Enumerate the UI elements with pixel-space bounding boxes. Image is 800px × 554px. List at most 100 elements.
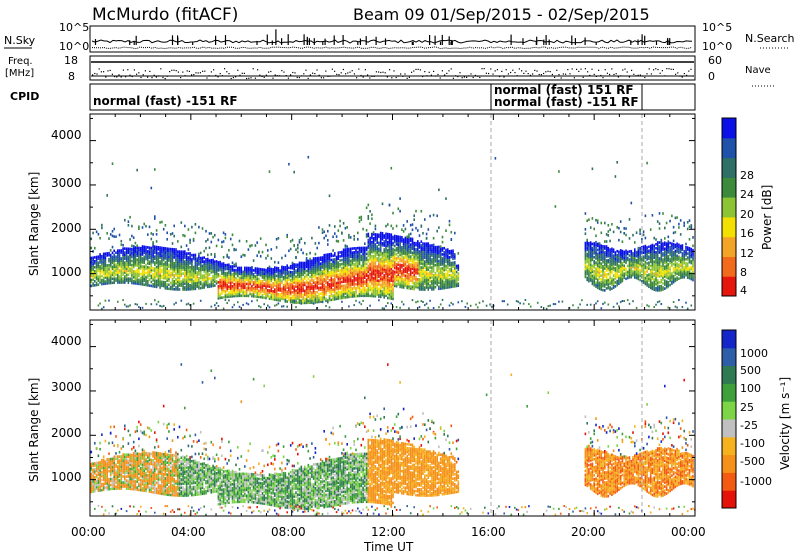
data-cell	[600, 282, 603, 285]
data-cell	[217, 291, 220, 294]
data-cell	[323, 287, 325, 291]
data-cell	[422, 244, 424, 247]
data-cell	[302, 283, 304, 287]
data-cell	[132, 281, 135, 285]
data-cell	[291, 279, 294, 282]
data-cell	[245, 276, 248, 280]
freq-label: Freq.	[8, 56, 33, 67]
data-cell	[152, 261, 154, 264]
data-cell	[399, 239, 401, 243]
data-cell	[166, 273, 168, 276]
data-cell	[272, 282, 274, 285]
data-cell	[159, 276, 161, 279]
data-cell	[244, 268, 246, 272]
data-cell	[219, 278, 221, 282]
data-cell	[275, 270, 278, 274]
data-cell	[152, 245, 154, 248]
data-cell	[304, 269, 306, 273]
data-cell	[187, 276, 190, 279]
data-cell	[284, 266, 287, 269]
data-cell	[185, 268, 188, 271]
data-cell	[406, 264, 408, 268]
data-cell	[372, 233, 375, 236]
data-cell	[589, 279, 592, 282]
data-cell	[545, 307, 548, 310]
data-cell	[424, 278, 426, 281]
data-cell	[385, 280, 387, 283]
data-cell	[168, 247, 170, 251]
data-cell	[390, 295, 393, 298]
data-cell	[342, 274, 345, 278]
data-cell	[425, 246, 428, 249]
data-cell	[439, 263, 442, 266]
data-cell	[348, 283, 350, 287]
station-title: McMurdo (fitACF)	[92, 5, 238, 25]
data-cell	[267, 285, 269, 288]
data-cell	[104, 252, 107, 255]
data-cell	[328, 275, 331, 278]
data-cell	[441, 247, 444, 250]
data-cell	[413, 247, 415, 251]
data-cell	[339, 275, 341, 278]
data-cell	[554, 303, 557, 306]
data-cell	[222, 288, 225, 291]
data-cell	[392, 293, 394, 297]
data-cell	[226, 271, 228, 275]
data-cell	[102, 262, 105, 266]
data-cell	[286, 272, 288, 275]
data-cell	[309, 287, 311, 290]
data-cell	[318, 264, 320, 268]
data-cell	[604, 259, 606, 262]
data-cell	[141, 281, 144, 284]
data-cell	[138, 225, 140, 229]
data-cell	[371, 292, 373, 296]
data-cell	[346, 279, 348, 283]
data-cell	[210, 253, 213, 256]
data-cell	[226, 263, 228, 267]
data-cell	[378, 269, 380, 272]
data-cell	[136, 270, 138, 273]
data-cell	[408, 275, 410, 278]
data-cell	[365, 248, 368, 252]
data-cell	[591, 246, 594, 250]
data-cell	[424, 256, 426, 259]
data-cell	[155, 265, 158, 269]
data-cell	[397, 257, 400, 260]
data-cell	[300, 287, 303, 291]
data-cell	[390, 302, 393, 305]
data-cell	[424, 280, 426, 283]
data-cell	[192, 279, 195, 283]
data-cell	[588, 218, 590, 221]
data-cell	[431, 282, 433, 285]
data-cell	[118, 263, 121, 266]
data-cell	[288, 288, 290, 292]
data-cell	[189, 266, 191, 269]
data-cell	[148, 268, 151, 271]
data-cell	[194, 279, 197, 283]
data-cell	[102, 268, 105, 272]
data-cell	[397, 243, 400, 246]
nave-dot	[290, 74, 292, 76]
data-cell	[282, 289, 285, 293]
data-cell	[609, 254, 611, 257]
data-cell	[330, 274, 333, 278]
data-cell	[425, 262, 428, 265]
data-cell	[602, 284, 604, 288]
data-cell	[256, 269, 258, 272]
data-cell	[141, 253, 144, 256]
data-cell	[208, 283, 211, 286]
data-cell	[109, 253, 112, 257]
data-cell	[438, 281, 440, 285]
data-cell	[452, 261, 454, 264]
data-cell	[337, 293, 340, 296]
data-cell	[406, 280, 408, 284]
data-cell	[228, 267, 230, 270]
data-cell	[418, 280, 421, 283]
data-cell	[371, 276, 373, 280]
data-cell	[330, 284, 333, 288]
data-cell	[596, 278, 599, 282]
data-cell	[256, 283, 258, 286]
data-cell	[122, 257, 124, 260]
data-cell	[318, 300, 320, 304]
data-cell	[314, 281, 317, 284]
